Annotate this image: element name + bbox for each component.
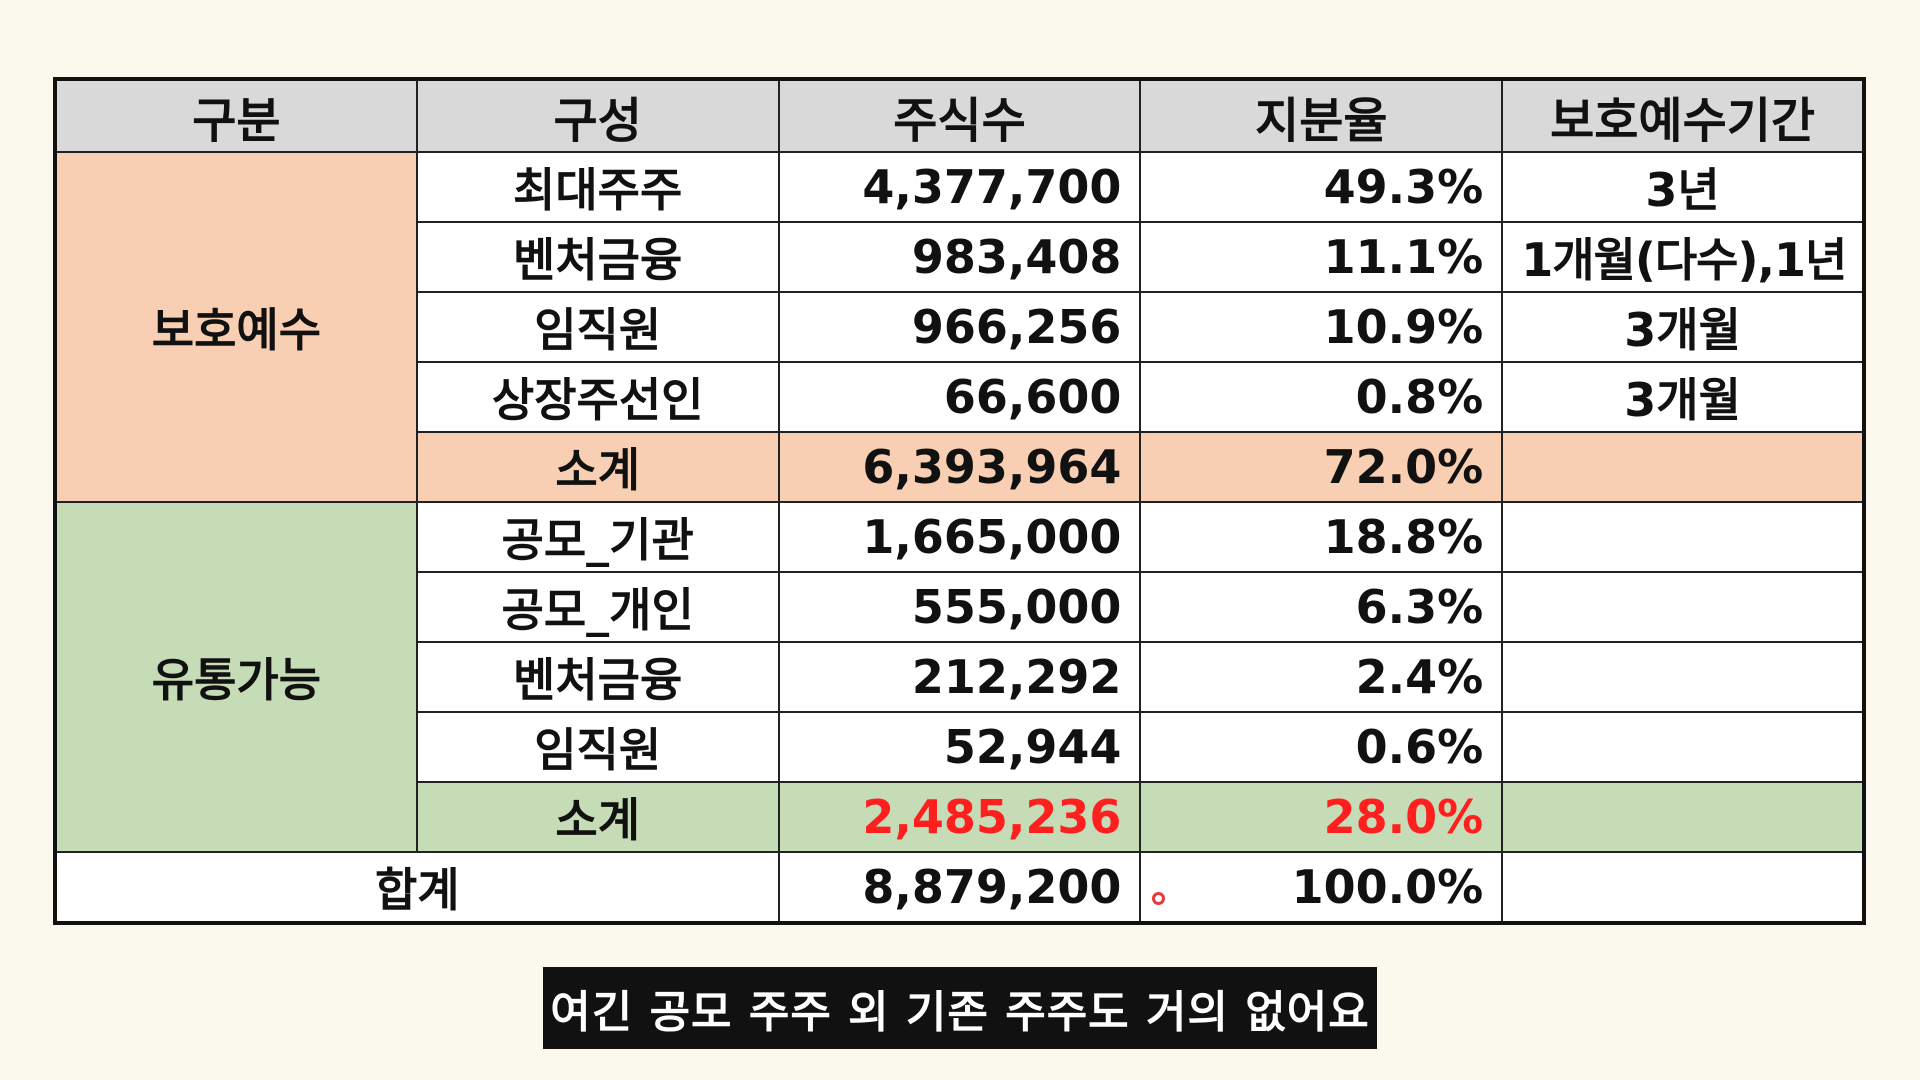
row-item: 최대주주 bbox=[415, 151, 780, 223]
shareholder-table: 구분 구성 주식수 지분율 보호예수기간 보호예수 최대주주 4,377,700… bbox=[53, 77, 1866, 925]
row-period: 3개월 bbox=[1501, 291, 1865, 363]
video-subtitle: 여긴 공모 주주 외 기존 주주도 거의 없어요 bbox=[543, 967, 1377, 1049]
row-shares: 52,944 bbox=[777, 711, 1142, 783]
total-row: 합계 8,879,200 100.0% bbox=[54, 851, 1865, 924]
row-period: 3개월 bbox=[1501, 361, 1865, 433]
table-row: 벤처금융 983,408 11.1% 1개월(다수),1년 bbox=[55, 221, 1865, 293]
table-row: 보호예수 최대주주 4,377,700 49.3% 3년 bbox=[54, 151, 1865, 503]
table-row: 임직원 52,944 0.6% bbox=[55, 711, 1865, 783]
header-lockup-period: 보호예수기간 bbox=[1501, 78, 1865, 153]
group-label-locked: 보호예수 bbox=[54, 151, 418, 503]
row-item: 벤처금융 bbox=[415, 641, 780, 713]
header-ratio: 지분율 bbox=[1139, 78, 1504, 153]
pointer-dot bbox=[1152, 892, 1165, 905]
subtotal-ratio: 28.0% bbox=[1139, 781, 1504, 853]
row-ratio: 49.3% bbox=[1139, 151, 1504, 223]
row-shares: 4,377,700 bbox=[777, 151, 1142, 223]
table-row: 공모_개인 555,000 6.3% bbox=[55, 571, 1865, 643]
subtotal-label: 소계 bbox=[415, 431, 780, 503]
subtotal-row-locked: 소계 6,393,964 72.0% bbox=[55, 431, 1865, 503]
subtotal-shares: 6,393,964 bbox=[777, 431, 1142, 503]
header-composition: 구성 bbox=[415, 78, 780, 153]
table-row: 유통가능 공모_기관 1,665,000 18.8% bbox=[54, 501, 1865, 853]
row-period bbox=[1501, 711, 1865, 783]
row-period: 1개월(다수),1년 bbox=[1501, 221, 1865, 293]
row-item: 상장주선인 bbox=[415, 361, 780, 433]
header-shares: 주식수 bbox=[777, 78, 1142, 153]
table-row: 벤처금융 212,292 2.4% bbox=[55, 641, 1865, 713]
row-period bbox=[1501, 641, 1865, 713]
row-item: 임직원 bbox=[415, 291, 780, 363]
subtotal-period-empty bbox=[1501, 431, 1865, 503]
subtotal-row-tradable: 소계 2,485,236 28.0% bbox=[55, 781, 1865, 853]
table-row: 상장주선인 66,600 0.8% 3개월 bbox=[55, 361, 1865, 433]
group-label-tradable: 유통가능 bbox=[54, 501, 418, 853]
row-period: 3년 bbox=[1501, 151, 1865, 223]
total-label: 합계 bbox=[54, 851, 780, 924]
row-shares: 983,408 bbox=[777, 221, 1142, 293]
row-item: 공모_기관 bbox=[415, 501, 780, 573]
row-item: 벤처금융 bbox=[415, 221, 780, 293]
row-ratio: 2.4% bbox=[1139, 641, 1504, 713]
row-period bbox=[1501, 501, 1865, 573]
row-shares: 555,000 bbox=[777, 571, 1142, 643]
row-ratio: 0.6% bbox=[1139, 711, 1504, 783]
subtotal-period-empty bbox=[1501, 781, 1865, 853]
total-period-empty bbox=[1501, 851, 1865, 924]
row-ratio: 11.1% bbox=[1139, 221, 1504, 293]
row-shares: 212,292 bbox=[777, 641, 1142, 713]
row-ratio: 18.8% bbox=[1139, 501, 1504, 573]
subtotal-ratio: 72.0% bbox=[1139, 431, 1504, 503]
row-item: 공모_개인 bbox=[415, 571, 780, 643]
subtotal-shares: 2,485,236 bbox=[777, 781, 1142, 853]
row-shares: 1,665,000 bbox=[777, 501, 1142, 573]
subtotal-label: 소계 bbox=[415, 781, 780, 853]
total-ratio: 100.0% bbox=[1139, 851, 1504, 924]
total-shares: 8,879,200 bbox=[777, 851, 1142, 924]
row-shares: 66,600 bbox=[777, 361, 1142, 433]
header-category: 구분 bbox=[54, 78, 418, 153]
row-period bbox=[1501, 571, 1865, 643]
row-ratio: 10.9% bbox=[1139, 291, 1504, 363]
header-row: 구분 구성 주식수 지분율 보호예수기간 bbox=[54, 78, 1865, 153]
row-shares: 966,256 bbox=[777, 291, 1142, 363]
row-item: 임직원 bbox=[415, 711, 780, 783]
table-row: 임직원 966,256 10.9% 3개월 bbox=[55, 291, 1865, 363]
row-ratio: 0.8% bbox=[1139, 361, 1504, 433]
row-ratio: 6.3% bbox=[1139, 571, 1504, 643]
